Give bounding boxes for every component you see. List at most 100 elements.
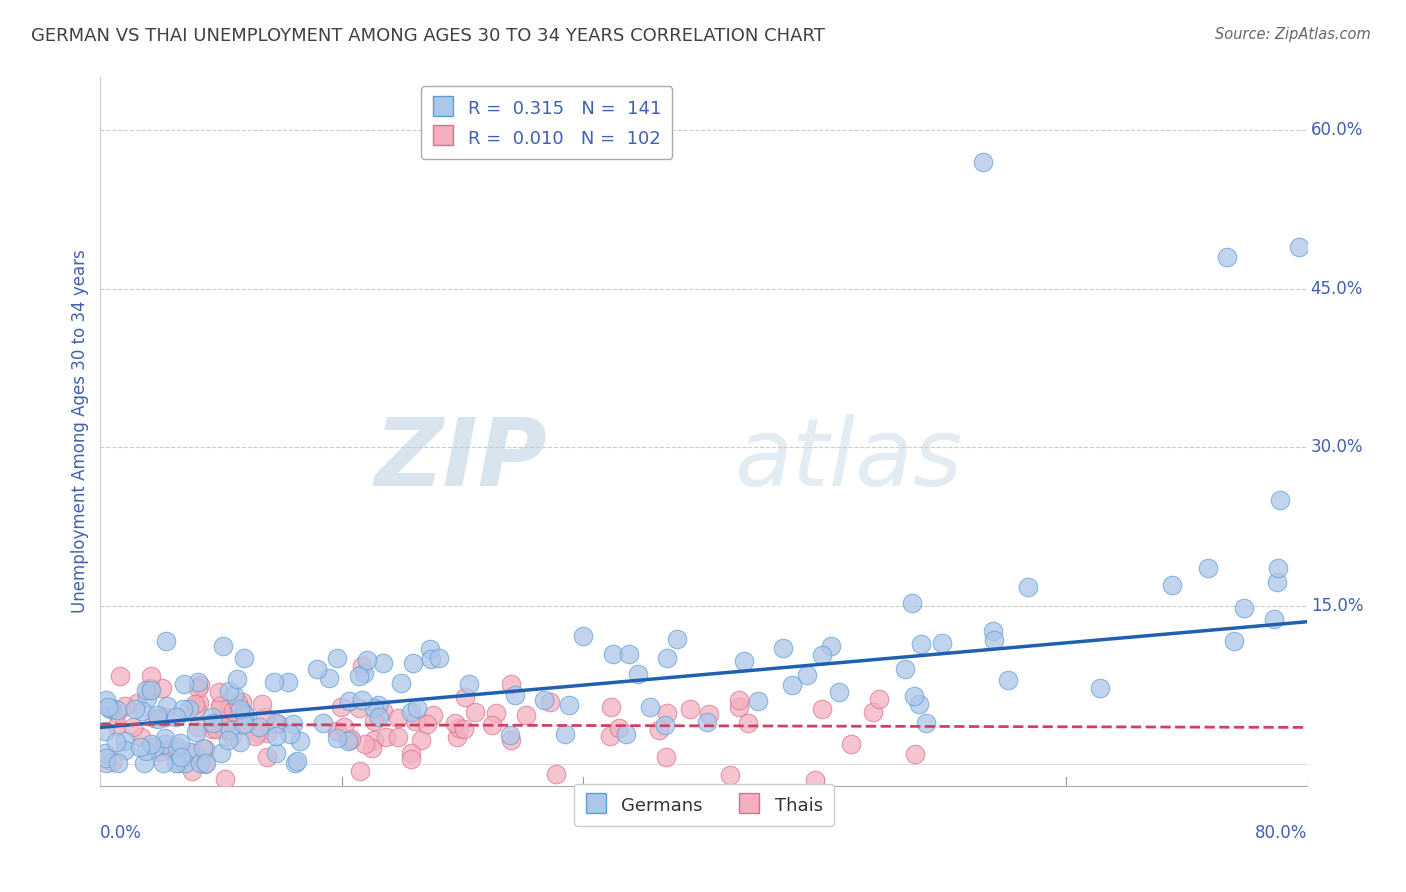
Point (446, 730, 468, 744)
Point (402, 657, 425, 671)
Point (1267, 561, 1289, 575)
Point (141, 737, 163, 751)
Point (363, 701, 385, 715)
Point (571, 629, 593, 643)
Point (1222, 633, 1244, 648)
Point (453, 723, 475, 737)
Point (150, 681, 173, 696)
Point (340, 732, 363, 747)
Point (361, 741, 384, 756)
Point (1197, 561, 1219, 575)
Text: 45.0%: 45.0% (1310, 280, 1362, 298)
Point (184, 746, 207, 760)
Point (226, 697, 249, 711)
Point (187, 720, 209, 734)
Point (554, 727, 576, 741)
Point (129, 730, 152, 744)
Point (910, 637, 932, 651)
Point (142, 740, 165, 755)
Point (153, 738, 176, 752)
Point (127, 696, 149, 710)
Text: atlas: atlas (734, 414, 963, 505)
Point (728, 699, 751, 714)
Point (558, 698, 581, 712)
Point (278, 727, 301, 741)
Point (665, 632, 688, 647)
Point (599, 729, 621, 743)
Point (1017, 580, 1039, 594)
Point (981, 624, 1004, 638)
Point (135, 744, 157, 758)
Point (648, 723, 671, 737)
Point (94, 756, 117, 771)
Point (862, 705, 884, 719)
Point (325, 731, 347, 745)
Point (194, 742, 217, 756)
Text: GERMAN VS THAI UNEMPLOYMENT AMONG AGES 30 TO 34 YEARS CORRELATION CHART: GERMAN VS THAI UNEMPLOYMENT AMONG AGES 3… (31, 27, 825, 45)
Point (218, 715, 240, 730)
Point (444, 716, 467, 731)
Point (347, 700, 370, 714)
Point (217, 733, 239, 747)
Point (544, 767, 567, 781)
Point (201, 722, 224, 736)
Point (501, 732, 523, 747)
Point (183, 697, 205, 711)
Point (427, 651, 450, 665)
Point (218, 701, 240, 715)
Point (420, 652, 443, 666)
Point (602, 647, 624, 661)
Point (156, 698, 179, 713)
Point (804, 773, 827, 788)
Point (166, 740, 188, 755)
Point (219, 723, 242, 737)
Point (655, 750, 678, 764)
Point (263, 674, 285, 689)
Point (114, 733, 136, 747)
Point (997, 673, 1019, 688)
Point (253, 710, 276, 724)
Point (352, 659, 374, 673)
Point (354, 737, 377, 751)
Point (406, 701, 429, 715)
Point (416, 717, 439, 731)
Point (337, 693, 360, 707)
Point (264, 746, 287, 760)
Point (229, 735, 252, 749)
Point (336, 733, 359, 747)
Point (201, 715, 224, 730)
Point (232, 716, 254, 731)
Point (105, 719, 128, 733)
Point (153, 731, 176, 745)
Point (188, 678, 211, 692)
Point (139, 681, 162, 695)
Point (187, 696, 209, 710)
Point (811, 648, 834, 662)
Point (353, 665, 375, 680)
Y-axis label: Unemployment Among Ages 30 to 34 years: Unemployment Among Ages 30 to 34 years (72, 250, 89, 614)
Point (143, 710, 166, 724)
Point (152, 756, 174, 771)
Point (499, 728, 522, 742)
Point (311, 715, 333, 730)
Point (839, 737, 862, 751)
Point (972, 155, 994, 169)
Point (515, 708, 537, 723)
Text: ZIP: ZIP (374, 414, 547, 506)
Point (780, 678, 803, 692)
Point (124, 702, 146, 716)
Point (627, 666, 650, 681)
Point (233, 650, 256, 665)
Text: 0.0%: 0.0% (100, 824, 142, 842)
Point (100, 701, 122, 715)
Point (718, 767, 741, 781)
Point (94, 750, 117, 764)
Point (349, 764, 371, 779)
Point (256, 750, 278, 764)
Point (250, 697, 273, 711)
Point (368, 710, 391, 724)
Point (696, 714, 718, 729)
Point (347, 669, 370, 683)
Point (401, 752, 423, 766)
Point (97, 699, 120, 714)
